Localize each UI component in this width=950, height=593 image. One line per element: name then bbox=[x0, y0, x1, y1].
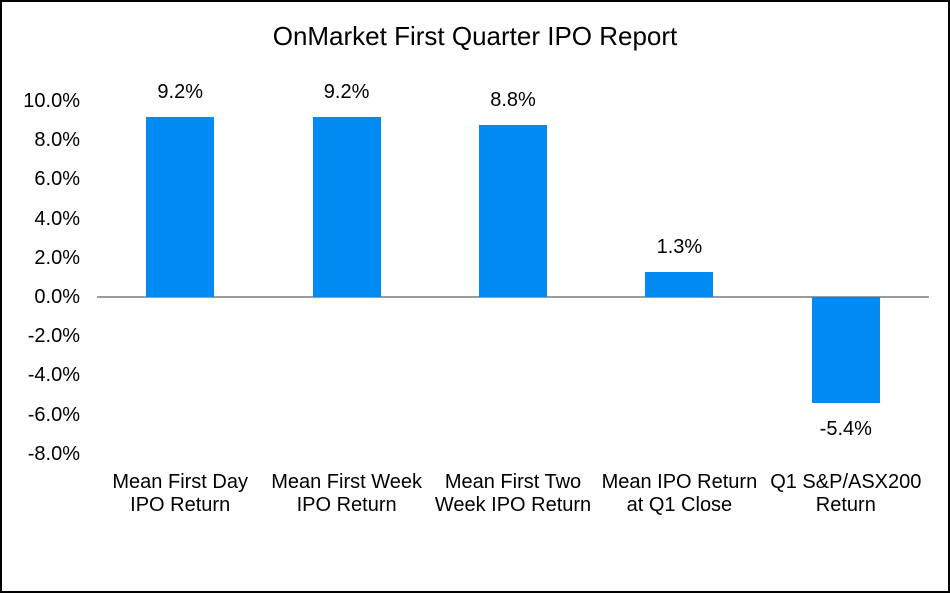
y-tick-label: 10.0% bbox=[23, 90, 80, 112]
bar bbox=[479, 124, 547, 297]
category-label-line: IPO Return bbox=[296, 494, 397, 516]
category-label: Mean First Two Week IPO Return bbox=[423, 471, 603, 517]
y-tick-label: 6.0% bbox=[34, 168, 80, 191]
y-tick-label: 8.0% bbox=[34, 129, 80, 152]
bar-value-label: 8.8% bbox=[490, 88, 536, 111]
y-tick-label: 2.0% bbox=[34, 246, 80, 269]
category-label-line: Mean First Two bbox=[444, 471, 582, 493]
category-label: Mean IPO Return at Q1 Close bbox=[589, 471, 769, 517]
category-label: Q1 S&P/ASX200 Return bbox=[756, 471, 936, 517]
bar bbox=[645, 271, 714, 297]
category-label-line: Mean IPO Return bbox=[601, 471, 758, 493]
category-label-line: Q1 S&P/ASX200 bbox=[770, 471, 922, 493]
y-tick-label: -4.0% bbox=[27, 364, 80, 387]
category-label-line: Return bbox=[815, 494, 876, 516]
bar bbox=[146, 116, 215, 297]
y-tick-label: 4.0% bbox=[34, 207, 80, 230]
y-tick-label: -2.0% bbox=[27, 325, 80, 348]
y-tick-label: -8.0% bbox=[27, 442, 80, 465]
category-label-line: Week IPO Return bbox=[434, 494, 592, 516]
bar-value-label: 9.2% bbox=[157, 80, 203, 103]
chart-title: OnMarket First Quarter IPO Report bbox=[272, 21, 678, 51]
category-label: Mean First Day IPO Return bbox=[90, 471, 270, 517]
bar-value-label: -5.4% bbox=[819, 417, 872, 440]
bar bbox=[312, 116, 381, 297]
bar-value-label: 9.2% bbox=[323, 80, 370, 103]
y-tick-label: -6.0% bbox=[27, 403, 80, 426]
bar bbox=[811, 297, 880, 403]
zero-gridline bbox=[97, 296, 929, 298]
category-label-line: Mean First Week bbox=[271, 471, 422, 493]
y-tick-label: 0.0% bbox=[34, 286, 80, 308]
category-label-line: at Q1 Close bbox=[626, 494, 733, 516]
category-label-line: IPO Return bbox=[130, 494, 231, 516]
bar-value-label: 1.3% bbox=[656, 235, 703, 258]
category-label: Mean First Week IPO Return bbox=[257, 471, 437, 517]
category-label-line: Mean First Day bbox=[112, 471, 248, 493]
